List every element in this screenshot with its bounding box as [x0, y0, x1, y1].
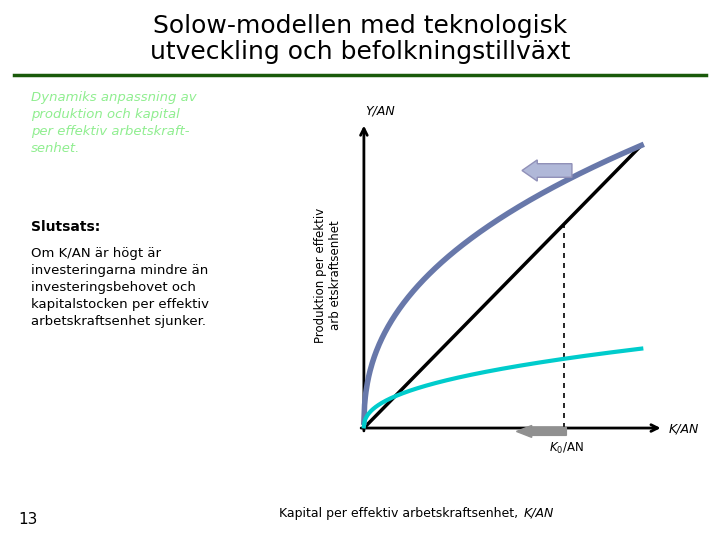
Text: Dynamiks anpassning av
produktion och kapital
per effektiv arbetskraft-
senhet.: Dynamiks anpassning av produktion och ka… — [31, 91, 197, 155]
Text: Y/AN: Y/AN — [365, 104, 395, 117]
Text: 13: 13 — [18, 511, 37, 526]
Text: K/AN: K/AN — [523, 507, 554, 519]
Text: $K_0$/AN: $K_0$/AN — [549, 441, 584, 456]
Text: Slutsats:: Slutsats: — [31, 220, 100, 234]
Text: Om K/AN är högt är
investeringarna mindre än
investeringsbehovet och
kapitalstoc: Om K/AN är högt är investeringarna mindr… — [31, 247, 209, 328]
Text: Kapital per effektiv arbetskraftsenhet,: Kapital per effektiv arbetskraftsenhet, — [279, 507, 522, 519]
Text: utveckling och befolkningstillväxt: utveckling och befolkningstillväxt — [150, 40, 570, 64]
FancyArrow shape — [522, 160, 572, 181]
Text: Solow-modellen med teknologisk: Solow-modellen med teknologisk — [153, 14, 567, 37]
FancyArrow shape — [516, 426, 567, 437]
Text: Produktion per effektiv
arb etskraftsenhet: Produktion per effektiv arb etskraftsenh… — [314, 208, 341, 343]
Text: K/AN: K/AN — [669, 423, 699, 436]
